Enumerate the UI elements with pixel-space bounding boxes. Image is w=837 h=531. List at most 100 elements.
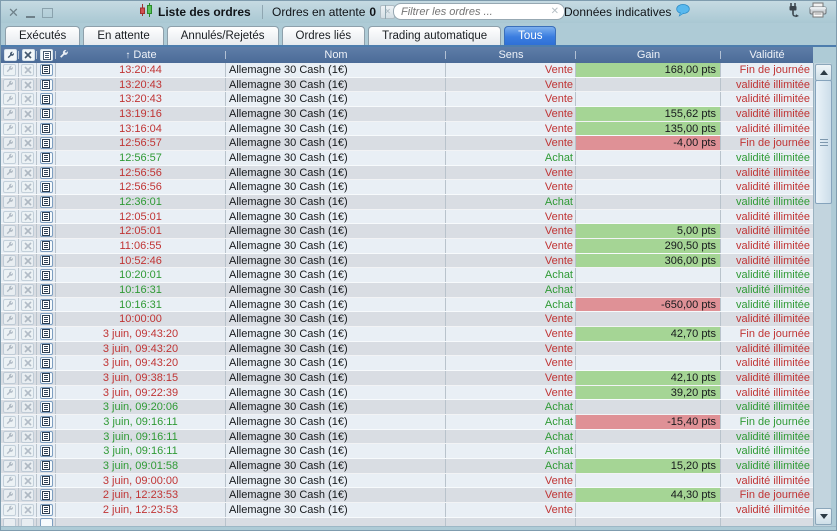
cancel-order-icon[interactable]	[21, 181, 34, 194]
disconnect-plug-icon[interactable]	[787, 2, 801, 23]
scroll-down-button[interactable]	[815, 508, 832, 525]
modify-order-icon[interactable]	[3, 401, 16, 414]
column-header-gain[interactable]: Gain	[576, 47, 721, 63]
cancel-order-icon[interactable]	[21, 78, 34, 91]
order-details-icon[interactable]	[39, 415, 53, 428]
modify-order-icon[interactable]	[3, 283, 16, 296]
order-details-icon[interactable]	[39, 63, 53, 76]
cancel-order-icon[interactable]	[21, 93, 34, 106]
header-details-column[interactable]	[37, 47, 56, 63]
cancel-order-icon[interactable]	[21, 445, 34, 458]
cancel-order-icon[interactable]	[21, 225, 34, 238]
cancel-order-icon[interactable]	[21, 371, 34, 384]
modify-order-icon[interactable]	[3, 357, 16, 370]
table-row[interactable]: 12:56:57 Allemagne 30 Cash (1€) Vente -4…	[1, 136, 813, 152]
cancel-order-icon[interactable]	[21, 298, 34, 311]
table-row[interactable]: 2 juin, 12:23:53 Allemagne 30 Cash (1€) …	[1, 503, 813, 518]
order-details-icon[interactable]	[39, 474, 53, 487]
order-details-icon[interactable]	[39, 503, 53, 516]
modify-order-icon[interactable]	[3, 137, 16, 150]
table-row[interactable]: 3 juin, 09:43:20 Allemagne 30 Cash (1€) …	[1, 356, 813, 372]
tab-executes[interactable]: Exécutés	[5, 26, 81, 45]
cancel-order-icon[interactable]	[21, 151, 34, 164]
table-row[interactable]: 10:00:00 Allemagne 30 Cash (1€) Vente va…	[1, 312, 813, 328]
speech-bubble-icon[interactable]	[676, 4, 691, 20]
order-details-icon[interactable]	[39, 122, 53, 135]
modify-order-icon[interactable]	[3, 93, 16, 106]
order-details-icon[interactable]	[39, 283, 53, 296]
order-details-icon[interactable]	[39, 107, 53, 120]
table-row[interactable]: 3 juin, 09:16:11 Allemagne 30 Cash (1€) …	[1, 415, 813, 430]
cancel-order-icon[interactable]	[21, 63, 34, 76]
order-details-icon[interactable]	[39, 386, 53, 399]
header-modify-column[interactable]	[1, 47, 19, 63]
table-row[interactable]: 13:16:04 Allemagne 30 Cash (1€) Vente 13…	[1, 121, 813, 137]
table-row[interactable]: 2 juin, 12:23:53 Allemagne 30 Cash (1€) …	[1, 488, 813, 504]
table-row[interactable]: 10:16:31 Allemagne 30 Cash (1€) Achat va…	[1, 283, 813, 298]
modify-order-icon[interactable]	[3, 254, 16, 267]
cancel-order-icon[interactable]	[21, 254, 34, 267]
modify-order-icon[interactable]	[3, 415, 16, 428]
tab-ordres-lies[interactable]: Ordres liés	[281, 26, 366, 45]
modify-order-icon[interactable]	[3, 313, 16, 326]
clear-filter-icon[interactable]: ✕	[550, 6, 559, 17]
order-details-icon[interactable]	[39, 93, 53, 106]
table-row[interactable]: 3 juin, 09:43:20 Allemagne 30 Cash (1€) …	[1, 327, 813, 342]
cancel-order-icon[interactable]	[21, 357, 34, 370]
table-row[interactable]: 12:05:01 Allemagne 30 Cash (1€) Vente va…	[1, 209, 813, 225]
scroll-up-button[interactable]	[815, 64, 832, 81]
table-row[interactable]: 12:56:56 Allemagne 30 Cash (1€) Vente va…	[1, 165, 813, 181]
header-cancel-column[interactable]	[19, 47, 37, 63]
column-header-validity[interactable]: Validité	[749, 49, 785, 61]
order-details-icon[interactable]	[39, 430, 53, 443]
modify-order-icon[interactable]	[3, 107, 16, 120]
table-row[interactable]: 10:20:01 Allemagne 30 Cash (1€) Achat va…	[1, 268, 813, 284]
table-row[interactable]: 13:20:43 Allemagne 30 Cash (1€) Vente va…	[1, 77, 813, 93]
modify-order-icon[interactable]	[3, 225, 16, 238]
order-details-icon[interactable]	[39, 254, 53, 267]
table-row[interactable]: 3 juin, 09:16:11 Allemagne 30 Cash (1€) …	[1, 429, 813, 445]
cancel-order-icon[interactable]	[21, 386, 34, 399]
table-row[interactable]: 11:06:55 Allemagne 30 Cash (1€) Vente 29…	[1, 239, 813, 254]
cancel-order-icon[interactable]	[21, 415, 34, 428]
cancel-order-icon[interactable]	[21, 166, 34, 179]
tab-annules-rejetes[interactable]: Annulés/Rejetés	[166, 26, 279, 45]
table-row[interactable]: 3 juin, 09:20:06 Allemagne 30 Cash (1€) …	[1, 400, 813, 416]
cancel-order-icon[interactable]	[21, 269, 34, 282]
cancel-order-icon[interactable]	[21, 503, 34, 516]
modify-order-icon[interactable]	[3, 445, 16, 458]
table-row[interactable]: 3 juin, 09:00:00 Allemagne 30 Cash (1€) …	[1, 473, 813, 489]
cancel-order-icon[interactable]	[21, 195, 34, 208]
order-details-icon[interactable]	[39, 225, 53, 238]
order-details-icon[interactable]	[39, 313, 53, 326]
order-details-icon[interactable]	[39, 401, 53, 414]
cancel-order-icon[interactable]	[21, 459, 34, 472]
table-row[interactable]: 13:20:44 Allemagne 30 Cash (1€) Vente 16…	[1, 63, 813, 78]
modify-order-icon[interactable]	[3, 63, 16, 76]
modify-order-icon[interactable]	[3, 327, 16, 340]
order-details-icon[interactable]	[39, 298, 53, 311]
order-details-icon[interactable]	[39, 78, 53, 91]
modify-order-icon[interactable]	[3, 489, 16, 502]
modify-order-icon[interactable]	[3, 181, 16, 194]
modify-order-icon[interactable]	[3, 386, 16, 399]
modify-order-icon[interactable]	[3, 239, 16, 252]
order-details-icon[interactable]	[39, 181, 53, 194]
table-row[interactable]: 10:52:46 Allemagne 30 Cash (1€) Vente 30…	[1, 253, 813, 269]
minimize-icon[interactable]	[25, 7, 35, 18]
order-details-icon[interactable]	[39, 166, 53, 179]
filter-orders-input[interactable]	[399, 4, 551, 19]
order-details-icon[interactable]	[39, 137, 53, 150]
settings-wrench-icon[interactable]	[58, 49, 69, 63]
modify-order-icon[interactable]	[3, 195, 16, 208]
printer-icon[interactable]	[809, 2, 828, 23]
modify-order-icon[interactable]	[3, 298, 16, 311]
modify-order-icon[interactable]	[3, 371, 16, 384]
order-details-icon[interactable]	[39, 239, 53, 252]
modify-order-icon[interactable]	[3, 269, 16, 282]
tab-en-attente[interactable]: En attente	[83, 26, 164, 45]
cancel-order-icon[interactable]	[21, 430, 34, 443]
cancel-order-icon[interactable]	[21, 313, 34, 326]
modify-order-icon[interactable]	[3, 166, 16, 179]
table-row[interactable]: 13:20:43 Allemagne 30 Cash (1€) Vente va…	[1, 92, 813, 108]
